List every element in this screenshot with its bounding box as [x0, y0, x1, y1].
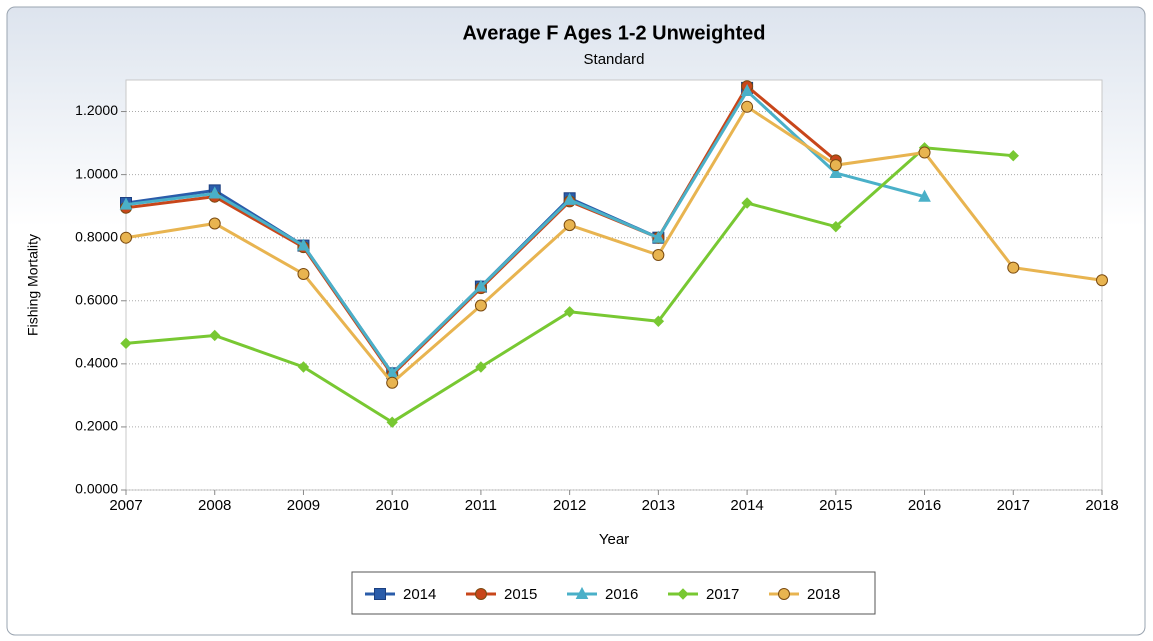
y-axis-label: Fishing Mortality — [25, 234, 41, 336]
marker — [677, 588, 689, 600]
marker — [374, 588, 386, 600]
series-line — [125, 88, 925, 376]
legend-label: 2016 — [605, 586, 638, 603]
marker — [741, 197, 753, 209]
marker — [208, 217, 221, 230]
legend-label: 2015 — [504, 586, 537, 603]
x-tick-label: 2013 — [642, 497, 675, 514]
marker — [1007, 261, 1020, 274]
x-axis-label: Year — [599, 531, 629, 548]
marker — [829, 165, 843, 179]
x-tick-label: 2018 — [1085, 497, 1118, 514]
marker — [652, 315, 665, 327]
x-tick-label: 2015 — [819, 497, 852, 514]
chart-title: Average F Ages 1-2 Unweighted — [462, 22, 765, 44]
marker — [120, 231, 132, 244]
legend-item: 2014 — [365, 586, 436, 603]
marker — [652, 249, 665, 262]
marker — [119, 197, 133, 210]
plot-area — [125, 79, 1103, 491]
x-tick-label: 2012 — [553, 497, 586, 514]
marker — [1007, 149, 1019, 162]
x-tick-label: 2016 — [908, 497, 941, 514]
x-tick-label: 2010 — [375, 497, 408, 514]
marker — [386, 376, 399, 389]
marker — [563, 192, 576, 205]
marker — [297, 361, 310, 373]
legend-item: 2015 — [466, 586, 537, 603]
marker — [208, 186, 222, 199]
marker — [741, 100, 754, 113]
marker — [575, 586, 589, 599]
y-tick-label: 0.4000 — [75, 355, 118, 371]
marker — [297, 238, 310, 251]
y-tick-label: 1.2000 — [75, 102, 118, 118]
marker — [918, 146, 931, 159]
y-tick-label: 0.6000 — [75, 291, 118, 307]
marker — [829, 159, 842, 172]
marker — [918, 189, 931, 202]
legend-label: 2018 — [807, 586, 840, 603]
x-tick-label: 2008 — [198, 497, 231, 514]
x-tick-label: 2014 — [730, 497, 763, 514]
y-tick-label: 1.0000 — [75, 165, 118, 181]
marker — [120, 337, 132, 350]
x-tick-label: 2017 — [997, 497, 1030, 514]
legend-label: 2017 — [706, 586, 739, 603]
marker — [563, 219, 576, 232]
x-tick-label: 2007 — [109, 497, 142, 514]
marker — [740, 83, 754, 97]
series-line — [125, 104, 1103, 385]
marker — [475, 588, 487, 600]
marker — [386, 416, 398, 428]
legend-item: 2017 — [668, 586, 739, 603]
legend-label: 2014 — [403, 586, 436, 603]
marker — [830, 220, 842, 233]
marker — [563, 306, 576, 318]
marker — [1096, 274, 1108, 287]
marker — [475, 361, 487, 373]
y-tick-label: 0.0000 — [75, 481, 118, 497]
marker — [474, 279, 488, 292]
chart-subtitle: Standard — [584, 51, 645, 68]
marker — [778, 588, 790, 600]
x-tick-label: 2011 — [465, 497, 497, 514]
legend-item: 2016 — [567, 586, 638, 603]
y-tick-label: 0.2000 — [75, 418, 118, 434]
marker — [297, 267, 310, 280]
legend-item: 2018 — [769, 586, 840, 603]
marker — [652, 230, 665, 243]
x-tick-label: 2009 — [287, 497, 320, 514]
y-tick-label: 0.8000 — [75, 228, 118, 244]
marker — [209, 329, 221, 342]
marker — [474, 299, 487, 312]
